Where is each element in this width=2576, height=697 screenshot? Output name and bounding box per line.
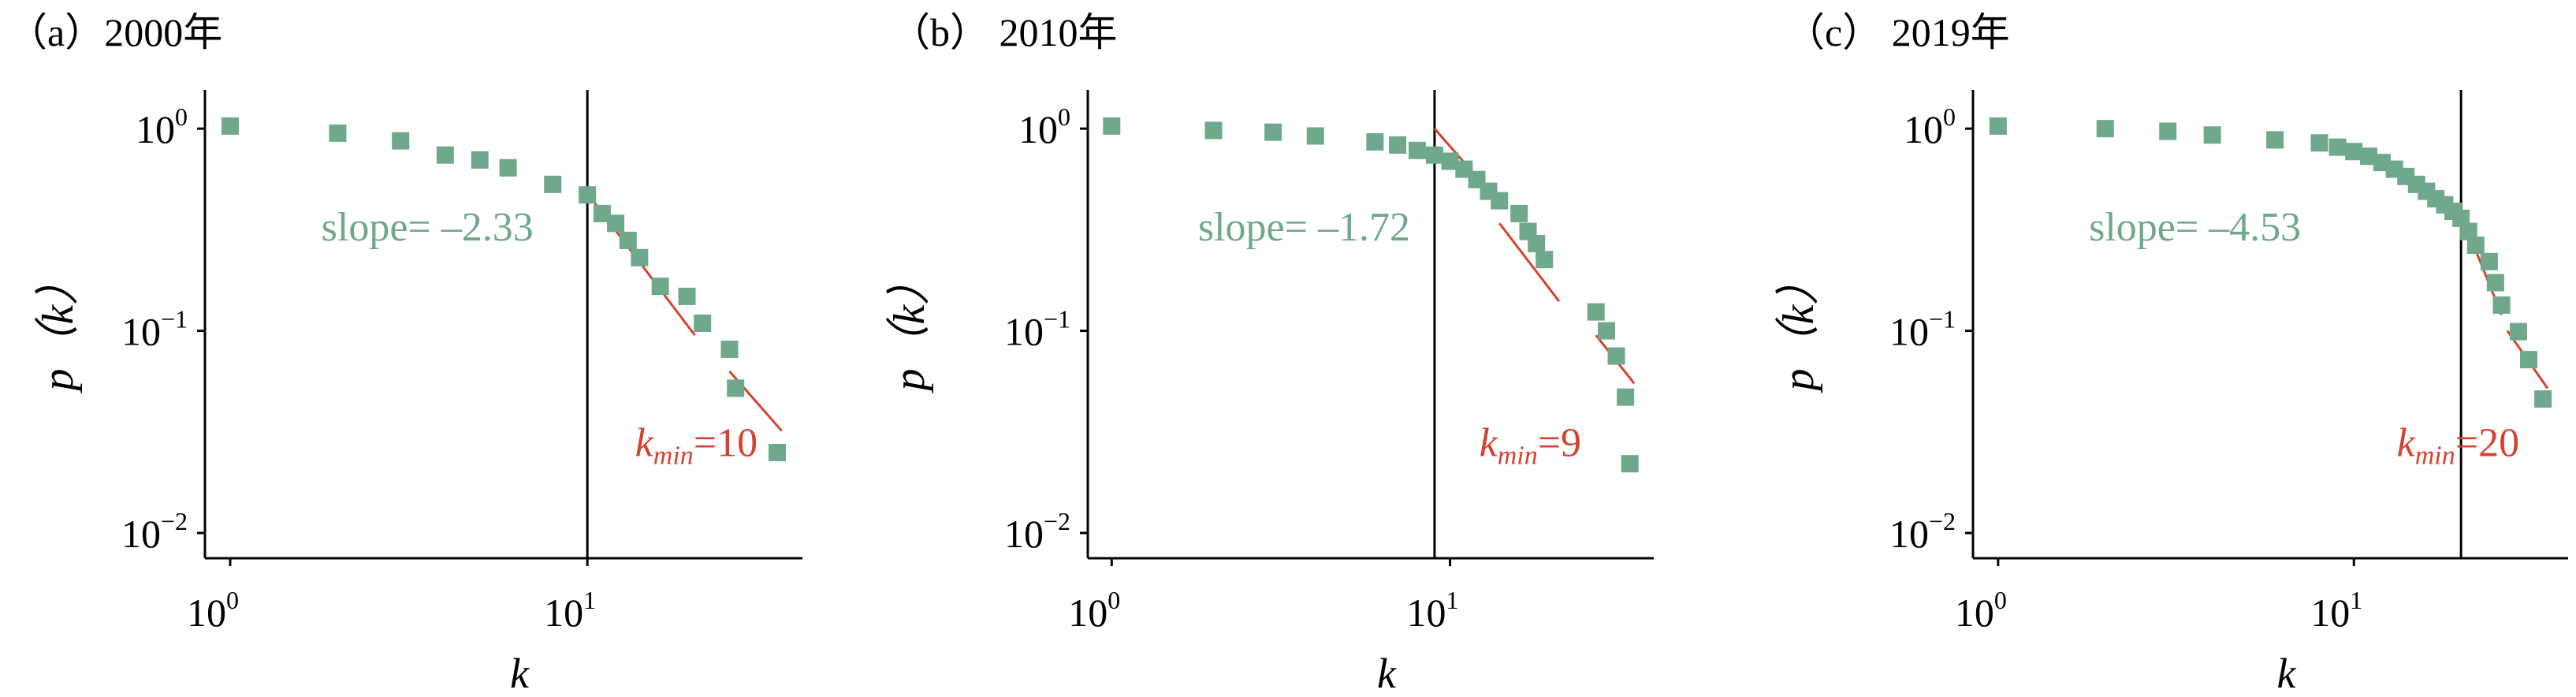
y-axis-label: p（k） bbox=[885, 261, 934, 394]
y-tick-label: 100 bbox=[136, 102, 188, 151]
y-tick-label: 100 bbox=[1018, 102, 1070, 151]
data-point bbox=[2492, 296, 2511, 314]
data-point bbox=[1264, 123, 1282, 141]
y-axis-label: p（k） bbox=[1774, 261, 1823, 394]
data-point bbox=[1536, 251, 1554, 269]
data-point bbox=[1389, 136, 1407, 154]
data-point bbox=[769, 443, 787, 461]
data-point bbox=[694, 314, 712, 332]
y-axis-label: p（k） bbox=[34, 261, 83, 394]
data-point bbox=[2520, 351, 2538, 369]
data-point bbox=[1587, 303, 1605, 321]
data-point bbox=[651, 278, 669, 296]
data-point bbox=[631, 248, 649, 266]
x-tick-label: 100 bbox=[187, 586, 239, 635]
data-point bbox=[2203, 126, 2221, 144]
x-tick-label: 101 bbox=[1407, 586, 1459, 635]
data-point bbox=[2310, 134, 2328, 152]
x-axis-label: k bbox=[2277, 650, 2297, 697]
data-point bbox=[2328, 138, 2347, 156]
panel-c: （c） 2019年 100 101 100 10−1 10−2 k p（k） slope= –4… bbox=[1774, 10, 2568, 697]
data-point bbox=[499, 158, 517, 177]
slope-annotation: slope= –2.33 bbox=[322, 205, 534, 250]
fit-line bbox=[1498, 222, 1561, 303]
data-point bbox=[221, 117, 239, 135]
y-tick-label: 10−2 bbox=[1889, 507, 1956, 556]
data-point bbox=[607, 214, 625, 233]
data-point bbox=[1598, 322, 1616, 340]
data-point bbox=[2359, 147, 2377, 166]
data-point bbox=[2486, 274, 2504, 292]
slope-annotation: slope= –4.53 bbox=[2089, 205, 2301, 250]
x-axis-label: k bbox=[1377, 650, 1397, 697]
data-point bbox=[2459, 222, 2477, 240]
data-point bbox=[1621, 455, 1639, 473]
y-tick-label: 10−1 bbox=[1004, 305, 1070, 354]
data-point bbox=[678, 287, 696, 305]
data-point bbox=[2159, 122, 2177, 140]
data-point bbox=[1408, 141, 1426, 159]
kmin-annotation: kmin=10 bbox=[635, 420, 758, 470]
kmin-annotation: kmin=20 bbox=[2397, 420, 2519, 470]
y-tick-label: 10−2 bbox=[121, 507, 188, 556]
x-tick-label: 101 bbox=[2310, 586, 2362, 635]
panel-b: （b） 2010年 100 101 100 10−1 10−2 k p（k） slope= –1… bbox=[885, 10, 1654, 697]
data-point bbox=[329, 124, 347, 142]
data-point bbox=[593, 204, 611, 222]
data-point bbox=[1425, 146, 1443, 164]
panel-title: （c） 2019年 bbox=[1785, 10, 2010, 54]
data-point bbox=[1491, 192, 1509, 210]
y-tick-label: 10−1 bbox=[121, 305, 188, 354]
data-point bbox=[2452, 209, 2470, 227]
data-point bbox=[2096, 120, 2114, 138]
data-point bbox=[1617, 388, 1635, 406]
data-point bbox=[471, 151, 489, 169]
data-point bbox=[579, 186, 597, 204]
data-point bbox=[2480, 252, 2498, 270]
x-tick-label: 101 bbox=[544, 586, 596, 635]
data-point bbox=[1306, 127, 1324, 145]
data-point bbox=[2266, 131, 2284, 149]
data-point bbox=[727, 379, 745, 397]
data-point bbox=[2509, 322, 2527, 341]
data-point bbox=[1441, 152, 1459, 170]
data-point bbox=[1366, 132, 1384, 151]
x-axis-label: k bbox=[510, 650, 530, 697]
y-tick-label: 10−2 bbox=[1004, 507, 1070, 556]
y-tick-label: 10−1 bbox=[1889, 305, 1956, 354]
data-point bbox=[1510, 204, 1528, 222]
data-point bbox=[1103, 117, 1121, 135]
data-point bbox=[2466, 237, 2485, 255]
data-point bbox=[2534, 390, 2552, 408]
data-point bbox=[619, 231, 637, 249]
x-tick-label: 100 bbox=[1068, 586, 1120, 635]
panel-title: （b） 2010年 bbox=[891, 10, 1118, 54]
data-point bbox=[1989, 117, 2007, 135]
data-point bbox=[2345, 143, 2363, 161]
data-point bbox=[1528, 234, 1546, 252]
kmin-annotation: kmin=9 bbox=[1480, 420, 1581, 470]
data-point bbox=[1204, 121, 1223, 140]
data-point bbox=[1607, 347, 1625, 365]
panel-a: （a）2000年 100 101 100 10−1 10−2 k p（k） slope= –2.… bbox=[8, 10, 802, 697]
slope-annotation: slope= –1.72 bbox=[1198, 205, 1410, 250]
x-tick-label: 100 bbox=[1955, 586, 2007, 635]
panel-title: （a）2000年 bbox=[8, 10, 222, 54]
data-point bbox=[392, 132, 410, 150]
y-tick-label: 100 bbox=[1904, 102, 1956, 151]
data-point bbox=[544, 175, 562, 193]
data-point bbox=[436, 146, 454, 164]
data-point bbox=[720, 341, 739, 359]
